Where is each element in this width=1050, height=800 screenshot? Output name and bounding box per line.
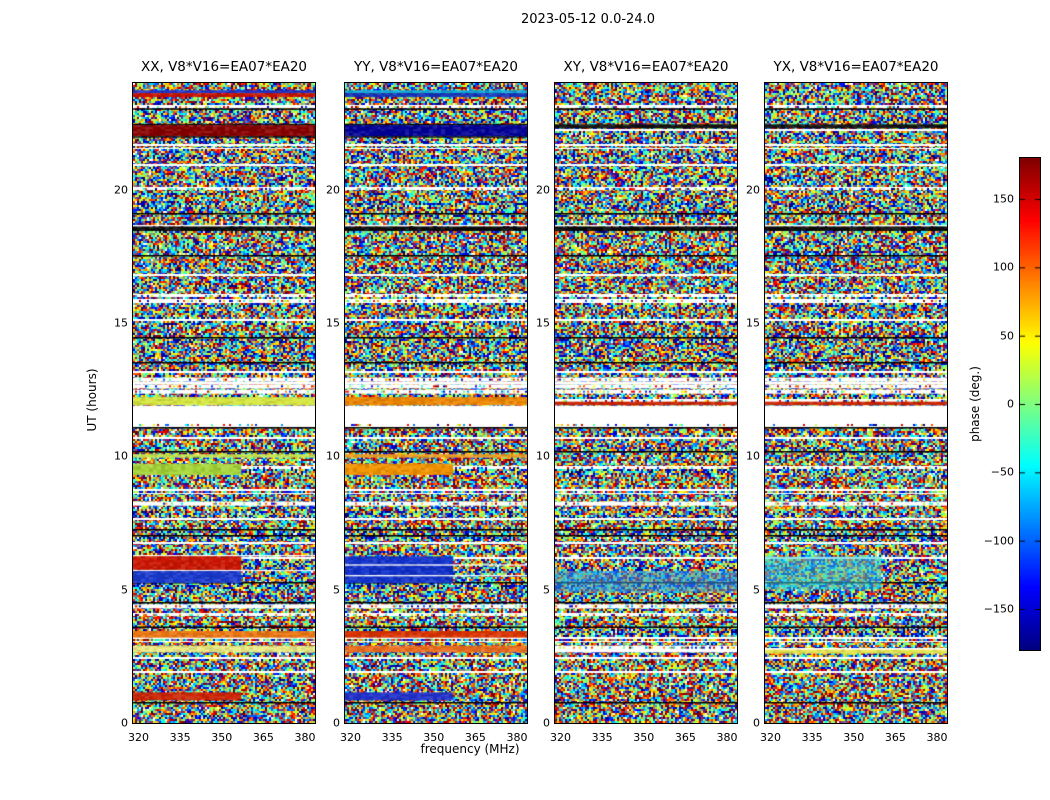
y-tick-label: 5 — [121, 583, 128, 597]
x-tick-label: 320 — [550, 731, 572, 744]
x-tick-label: 380 — [506, 731, 528, 744]
x-tick-label: 320 — [128, 731, 150, 744]
y-tick-label: 15 — [114, 316, 128, 330]
heatmap-yy — [344, 82, 528, 724]
colorbar-label: phase (deg.) — [968, 366, 982, 442]
colorbar-tick-label: −50 — [990, 465, 1014, 479]
x-tick-label: 365 — [464, 731, 486, 744]
y-tick-label: 10 — [746, 449, 760, 463]
y-axis-label: UT (hours) — [85, 368, 99, 432]
heatmap-yx — [764, 82, 948, 724]
x-tick-label: 320 — [340, 731, 362, 744]
x-tick-label: 350 — [211, 731, 233, 744]
x-tick-label: 320 — [760, 731, 782, 744]
x-axis-label: frequency (MHz) — [420, 742, 520, 756]
x-tick-label: 335 — [801, 731, 823, 744]
x-tick-label: 365 — [674, 731, 696, 744]
y-tick-label: 0 — [543, 716, 550, 730]
panel-title-xx: XX, V8*V16=EA07*EA20 — [140, 59, 308, 75]
panel-title-yy: YY, V8*V16=EA07*EA20 — [353, 59, 519, 75]
x-tick-label: 365 — [884, 731, 906, 744]
heatmap-xy — [554, 82, 738, 724]
panel-title-yx: YX, V8*V16=EA07*EA20 — [773, 59, 939, 75]
y-tick-label: 0 — [333, 716, 340, 730]
x-tick-label: 365 — [252, 731, 274, 744]
y-tick-label: 10 — [536, 449, 550, 463]
y-tick-label: 10 — [326, 449, 340, 463]
panel-yy: YY, V8*V16=EA07*EA20 0 5 10 15 20 320 335 350 36… — [326, 59, 528, 744]
x-tick-label: 350 — [633, 731, 655, 744]
x-tick-label: 335 — [591, 731, 613, 744]
y-tick-label: 5 — [753, 583, 760, 597]
y-tick-label: 15 — [536, 316, 550, 330]
y-tick-label: 0 — [121, 716, 128, 730]
panel-xy: XY, V8*V16=EA07*EA20 0 5 10 15 20 320 335 350 36… — [536, 59, 738, 744]
panel-xx: XX, V8*V16=EA07*EA20 0 5 10 15 20 320 335 350 36… — [114, 59, 316, 744]
colorbar-tick-label: −150 — [983, 602, 1014, 616]
y-tick-label: 10 — [114, 449, 128, 463]
y-tick-label: 15 — [326, 316, 340, 330]
y-tick-label: 20 — [114, 183, 128, 197]
x-tick-label: 335 — [169, 731, 191, 744]
y-tick-label: 5 — [333, 583, 340, 597]
x-tick-label: 350 — [423, 731, 445, 744]
y-tick-label: 20 — [746, 183, 760, 197]
colorbar-tick-label: 0 — [1007, 397, 1014, 411]
figure-title: 2023-05-12 0.0-24.0 — [521, 12, 655, 27]
y-tick-label: 0 — [753, 716, 760, 730]
colorbar-tick-label: −100 — [983, 534, 1014, 548]
x-tick-label: 335 — [381, 731, 403, 744]
y-tick-label: 20 — [326, 183, 340, 197]
x-tick-label: 350 — [843, 731, 865, 744]
heatmap-xx — [132, 82, 316, 724]
colorbar: 150 100 50 0 −50 −100 −150 — [984, 157, 1041, 651]
y-tick-label: 15 — [746, 316, 760, 330]
y-tick-label: 20 — [536, 183, 550, 197]
x-tick-label: 380 — [294, 731, 316, 744]
panel-title-xy: XY, V8*V16=EA07*EA20 — [563, 59, 729, 75]
colorbar-gradient — [1019, 157, 1041, 651]
colorbar-tick-label: 50 — [1000, 329, 1014, 343]
panel-yx: YX, V8*V16=EA07*EA20 0 5 10 15 20 320 335 350 36… — [746, 59, 948, 744]
colorbar-tick-label: 100 — [993, 260, 1014, 274]
colorbar-tick-label: 150 — [993, 192, 1014, 206]
x-tick-label: 380 — [926, 731, 948, 744]
x-tick-label: 380 — [716, 731, 738, 744]
y-tick-label: 5 — [543, 583, 550, 597]
